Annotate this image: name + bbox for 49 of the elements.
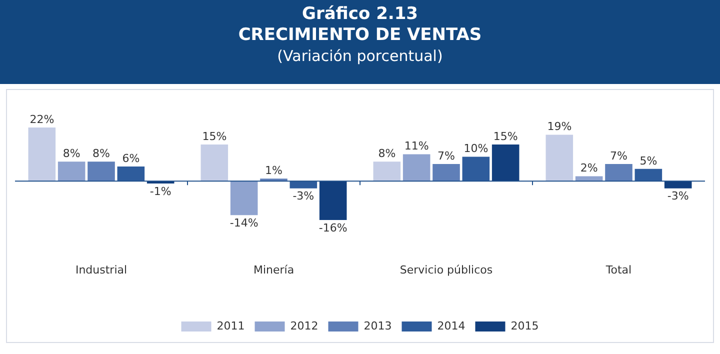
x-tick-label: Industrial bbox=[75, 263, 128, 276]
x-tick-label: Total bbox=[604, 263, 632, 276]
data-label: 7% bbox=[610, 149, 628, 162]
bar bbox=[402, 154, 430, 182]
data-label: 19% bbox=[547, 120, 572, 134]
data-label: 7% bbox=[438, 149, 455, 162]
legend-label: 2011 bbox=[216, 319, 245, 332]
x-tick-label: Minería bbox=[253, 263, 294, 276]
legend-label: 2015 bbox=[510, 319, 539, 332]
bar bbox=[319, 181, 347, 220]
bar bbox=[492, 144, 520, 182]
bar bbox=[230, 181, 258, 216]
data-label: 8% bbox=[62, 146, 80, 160]
data-label: 1% bbox=[265, 164, 282, 178]
data-label: -1% bbox=[150, 184, 172, 198]
legend-label: 2012 bbox=[290, 319, 318, 332]
data-label: -14% bbox=[230, 216, 258, 230]
data-label: 11% bbox=[404, 140, 429, 153]
x-tick-label: Servicio públicos bbox=[400, 263, 493, 276]
bar bbox=[290, 181, 318, 188]
data-label: -3% bbox=[667, 190, 689, 203]
legend-label: 2013 bbox=[364, 319, 392, 332]
bar bbox=[546, 134, 574, 182]
bar bbox=[605, 164, 632, 182]
data-label: 2% bbox=[580, 162, 598, 175]
bar bbox=[432, 164, 460, 182]
bar bbox=[58, 162, 86, 182]
bar bbox=[634, 168, 662, 182]
bar bbox=[88, 162, 115, 182]
chart-title: Gráfico 2.13 CRECIMIENTO DE VENTAS bbox=[237, 4, 483, 46]
data-label: 22% bbox=[30, 112, 54, 126]
bar bbox=[200, 144, 228, 182]
chart-subtitle: (Variación porcentual) bbox=[276, 46, 444, 66]
data-label: -16% bbox=[318, 221, 348, 234]
legend-label: 2014 bbox=[437, 319, 466, 332]
bar bbox=[117, 166, 145, 182]
data-label: 5% bbox=[640, 154, 658, 168]
bar bbox=[373, 162, 401, 182]
bar bbox=[28, 127, 56, 182]
bar bbox=[664, 181, 692, 188]
data-label: 15% bbox=[493, 130, 518, 143]
data-label: 8% bbox=[378, 146, 396, 160]
data-label: 10% bbox=[464, 142, 488, 156]
bar bbox=[462, 156, 490, 182]
data-label: 15% bbox=[202, 130, 227, 143]
bar bbox=[575, 176, 603, 182]
data-label: -3% bbox=[292, 190, 314, 203]
data-label: 8% bbox=[92, 146, 110, 160]
data-label: 6% bbox=[122, 152, 140, 165]
